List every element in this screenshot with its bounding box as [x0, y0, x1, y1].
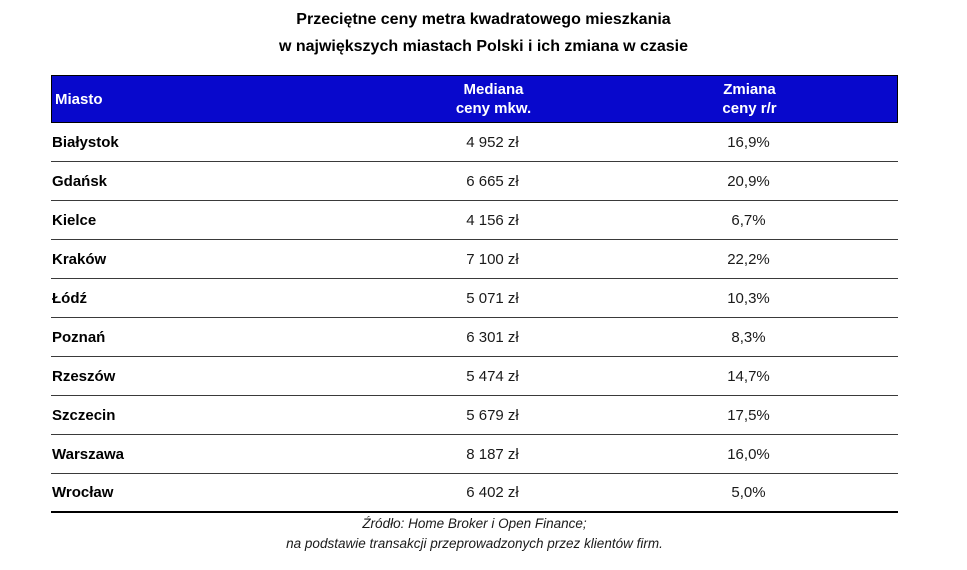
column-header-zmiana-line1: Zmiana: [723, 81, 776, 98]
median-price-cell: 5 679 zł: [466, 406, 519, 424]
table-row: Kraków 7 100 zł 22,2%: [51, 240, 898, 279]
table-header-row: Miasto Mediana ceny mkw. Zmiana ceny r/r: [51, 75, 898, 123]
chart-title-line1: Przeciętne ceny metra kwadratowego miesz…: [296, 11, 671, 28]
table-row: Warszawa 8 187 zł 16,0%: [51, 435, 898, 474]
yoy-change-cell: 22,2%: [727, 250, 770, 268]
column-header-zmiana-line2: ceny r/r: [722, 100, 777, 117]
median-price-cell: 6 402 zł: [466, 484, 519, 501]
table-row: Wrocław 6 402 zł 5,0%: [51, 474, 898, 513]
column-header-zmiana: Zmiana ceny r/r: [626, 80, 899, 118]
city-cell: Rzeszów: [52, 367, 116, 385]
yoy-change-cell: 16,9%: [727, 133, 770, 151]
median-price-cell: 8 187 zł: [466, 445, 519, 463]
table-row: Rzeszów 5 474 zł 14,7%: [51, 357, 898, 396]
median-price-cell: 4 952 zł: [466, 133, 519, 151]
city-cell: Gdańsk: [52, 172, 108, 190]
yoy-change-cell: 20,9%: [727, 172, 770, 190]
source-note-line1: Źródło: Home Broker i Open Finance;: [362, 516, 587, 531]
city-cell: Kielce: [52, 211, 97, 229]
median-price-cell: 4 156 zł: [466, 211, 519, 229]
table-body: Białystok 4 952 zł 16,9% Gdańsk 6 665 zł…: [51, 123, 898, 513]
source-note: Źródło: Home Broker i Open Finance; na p…: [51, 514, 898, 554]
yoy-change-cell: 8,3%: [731, 328, 766, 346]
median-price-cell: 7 100 zł: [466, 250, 519, 268]
yoy-change-cell: 10,3%: [727, 289, 770, 307]
table-row: Białystok 4 952 zł 16,9%: [51, 123, 898, 162]
city-cell: Łódź: [52, 289, 87, 307]
column-header-mediana-line1: Mediana: [463, 81, 524, 98]
table-row: Kielce 4 156 zł 6,7%: [51, 201, 898, 240]
median-price-cell: 6 301 zł: [466, 328, 519, 346]
table-row: Poznań 6 301 zł 8,3%: [51, 318, 898, 357]
column-header-mediana-line2: ceny mkw.: [455, 100, 532, 117]
table-row: Szczecin 5 679 zł 17,5%: [51, 396, 898, 435]
table-row: Gdańsk 6 665 zł 20,9%: [51, 162, 898, 201]
median-price-cell: 5 474 zł: [466, 367, 519, 385]
table-row: Łódź 5 071 zł 10,3%: [51, 279, 898, 318]
chart-title-line2: w największych miastach Polski i ich zmi…: [278, 38, 689, 55]
yoy-change-cell: 14,7%: [727, 367, 770, 385]
chart-title: Przeciętne ceny metra kwadratowego miesz…: [0, 6, 967, 60]
column-header-mediana: Mediana ceny mkw.: [361, 80, 626, 118]
prices-table: Miasto Mediana ceny mkw. Zmiana ceny r/r…: [51, 75, 898, 513]
yoy-change-cell: 16,0%: [727, 445, 770, 463]
city-cell: Poznań: [52, 328, 106, 346]
yoy-change-cell: 17,5%: [727, 406, 770, 424]
yoy-change-cell: 5,0%: [731, 484, 766, 501]
yoy-change-cell: 6,7%: [731, 211, 766, 229]
city-cell: Warszawa: [52, 445, 124, 463]
median-price-cell: 6 665 zł: [466, 172, 519, 190]
column-header-miasto: Miasto: [55, 90, 103, 108]
city-cell: Kraków: [52, 250, 107, 268]
city-cell: Białystok: [52, 133, 119, 151]
source-note-line2: na podstawie transakcji przeprowadzonych…: [286, 536, 663, 551]
city-cell: Szczecin: [52, 406, 116, 424]
city-cell: Wrocław: [52, 484, 114, 501]
median-price-cell: 5 071 zł: [466, 289, 519, 307]
